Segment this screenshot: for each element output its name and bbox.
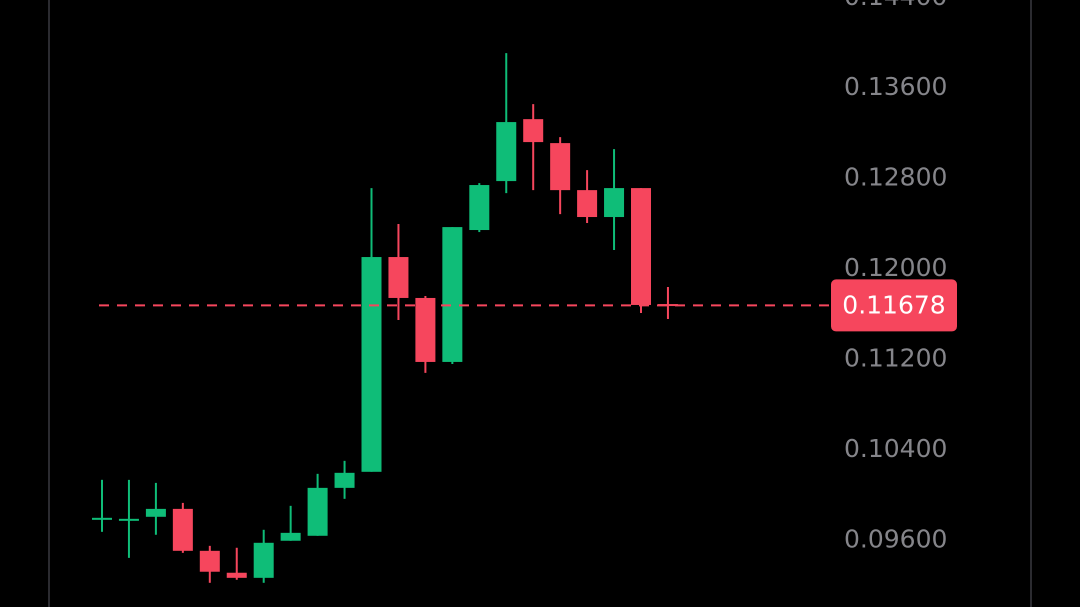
candle-body: [253, 542, 274, 578]
last-price-tag: [831, 279, 957, 332]
candle-body: [172, 508, 193, 551]
y-tick-label: 0.09600: [844, 524, 947, 553]
y-tick-label: 0.12800: [844, 163, 947, 192]
last-price-label: 0.11678: [842, 290, 945, 319]
candle-body: [361, 257, 382, 472]
candle-body: [334, 472, 355, 488]
candle-body: [631, 188, 651, 305]
candle-body: [118, 518, 139, 521]
candle-body: [388, 257, 409, 298]
candle-body: [442, 227, 463, 362]
candle-body: [550, 143, 571, 191]
candle-body: [577, 190, 598, 218]
candle-body: [92, 517, 112, 520]
y-tick-label: 0.10400: [844, 434, 947, 463]
candle-body: [523, 119, 544, 143]
candle-body: [604, 188, 625, 218]
candle-body: [145, 508, 166, 517]
y-tick-label: 0.14400: [844, 0, 947, 11]
candle-body: [657, 304, 678, 307]
candle-body: [199, 550, 220, 572]
candle-body: [226, 572, 247, 578]
y-tick-label: 0.11200: [844, 343, 947, 372]
candle-body: [307, 487, 328, 536]
y-tick-label: 0.13600: [844, 72, 947, 101]
y-tick-label: 0.12000: [844, 253, 947, 282]
candle-body: [496, 122, 517, 182]
candle-body: [280, 532, 301, 541]
candle-body: [469, 185, 490, 231]
candle-body: [415, 297, 436, 362]
